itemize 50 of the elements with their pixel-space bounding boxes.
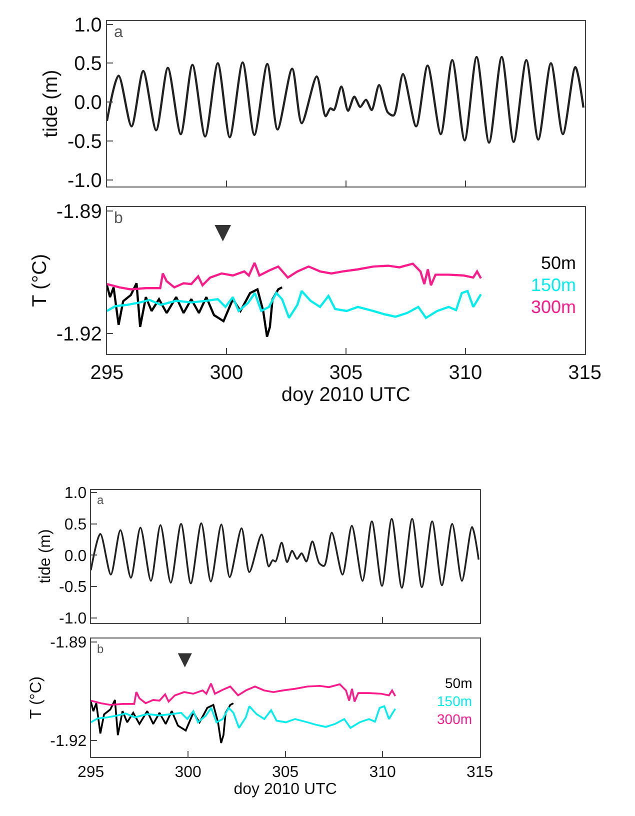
- y-axis-title: tide (m): [36, 529, 54, 584]
- text: 50m: [541, 253, 576, 273]
- line-series: [106, 262, 482, 290]
- y-tick-label: -0.5: [59, 579, 87, 596]
- text: 150m: [531, 275, 576, 295]
- text: 50m: [445, 675, 472, 691]
- annotation: a: [114, 24, 123, 41]
- text: 300m: [531, 297, 576, 317]
- y-tick-label: 0.0: [74, 92, 102, 114]
- x-tick-label: 305: [329, 362, 363, 384]
- x-tick-label: 300: [174, 764, 202, 781]
- line-series: [90, 682, 396, 706]
- y-tick-label: -1.92: [50, 732, 87, 750]
- x-tick-label: 295: [90, 362, 124, 384]
- annotation: ▼: [173, 646, 197, 673]
- x-tick-label: 315: [568, 362, 602, 384]
- line-series: [106, 282, 284, 338]
- line-series: [90, 518, 480, 589]
- x-tick-label: 295: [77, 764, 104, 781]
- y-axis-title: T (°C): [28, 676, 46, 719]
- y-tick-label: -1.0: [59, 610, 87, 628]
- y-tick-label: -1.89: [50, 634, 87, 652]
- annotation: a: [97, 493, 104, 507]
- x-tick-label: 310: [369, 764, 396, 781]
- x-axis-title: doy 2010 UTC: [234, 780, 337, 798]
- text: 300m: [437, 711, 472, 727]
- annotation: ▼: [209, 216, 237, 247]
- x-tick-label: 305: [272, 764, 299, 781]
- annotation: b: [114, 210, 123, 227]
- y-tick-label: 0.0: [64, 548, 87, 565]
- y-tick-label: 1.0: [74, 14, 102, 36]
- annotation: b: [97, 642, 104, 656]
- line-series: [90, 705, 396, 729]
- line-series: [106, 56, 585, 144]
- y-axis-title: T (°C): [28, 254, 51, 307]
- y-tick-label: -1.89: [56, 201, 102, 224]
- y-tick-label: -1.92: [56, 323, 102, 346]
- text: 150m: [437, 693, 472, 709]
- line-series: [90, 699, 234, 744]
- x-axis-title: doy 2010 UTC: [281, 384, 410, 406]
- x-tick-label: 315: [466, 764, 494, 781]
- y-tick-label: -1.0: [67, 170, 102, 192]
- x-tick-label: 310: [448, 362, 482, 384]
- y-tick-label: 0.5: [64, 516, 87, 534]
- y-tick-label: -0.5: [67, 131, 102, 154]
- y-tick-label: 0.5: [74, 53, 102, 76]
- y-tick-label: 1.0: [64, 485, 87, 502]
- line-series: [106, 290, 482, 320]
- x-tick-label: 300: [210, 362, 244, 384]
- y-axis-title: tide (m): [40, 70, 62, 138]
